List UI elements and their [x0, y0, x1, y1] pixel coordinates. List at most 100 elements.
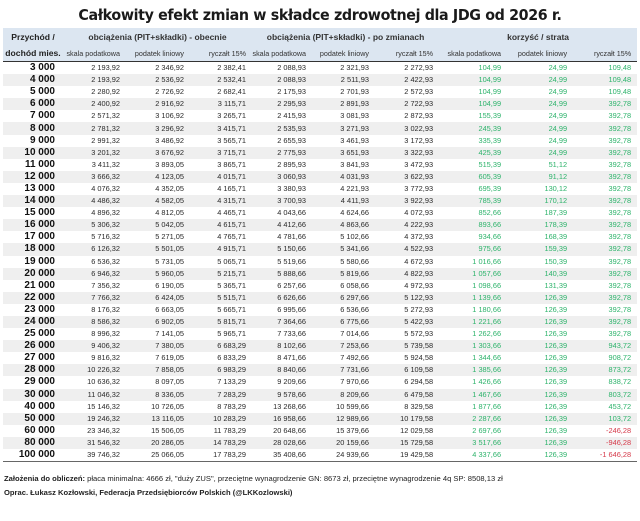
table-row: 29 000 10 636,32 8 097,05 7 133,29 9 209,66 7…: [3, 376, 637, 388]
burden-cell: 4 582,05: [155, 196, 184, 206]
burden-cell: 2 346,92: [155, 63, 184, 73]
income-cell: 16 000: [24, 219, 55, 231]
burden-cell: 7 731,66: [340, 365, 370, 375]
burden-cell: 8 336,05: [155, 389, 184, 399]
gain-loss-cell: 1 877,66: [472, 401, 502, 411]
income-header-line1: Przychód /: [11, 31, 55, 42]
burden-cell: 6 983,29: [217, 365, 247, 375]
burden-cell: 16 958,66: [273, 413, 307, 423]
burden-cell: 6 536,66: [340, 304, 370, 314]
burden-cell: 6 833,29: [217, 353, 247, 363]
burden-cell: 4 411,93: [340, 196, 370, 206]
page-title: Całkowity efekt zmian w składce zdrowotn…: [78, 6, 562, 24]
burden-cell: 7 858,05: [155, 365, 184, 375]
gain-loss-cell: 159,39: [544, 244, 568, 254]
burden-cell: 3 715,71: [217, 147, 247, 157]
gain-loss-cell: 392,78: [608, 220, 632, 230]
burden-cell: 2 511,93: [340, 75, 370, 85]
burden-cell: 5 422,93: [404, 317, 434, 327]
footer: Założenia do obliczeń: płaca minimalna: …: [4, 472, 640, 500]
burden-cell: 19 246,32: [87, 413, 120, 423]
burden-cell: 2 175,93: [277, 87, 307, 97]
burden-cell: 20 648,66: [273, 425, 307, 435]
burden-cell: 39 746,32: [87, 450, 120, 460]
burden-cell: 13 268,66: [273, 401, 307, 411]
burden-cell: 6 297,66: [340, 292, 370, 302]
burden-cell: 7 283,29: [217, 389, 247, 399]
burden-cell: 5 501,05: [155, 244, 184, 254]
burden-cell: 4 465,71: [217, 208, 247, 218]
gain-loss-cell: 852,66: [478, 208, 502, 218]
burden-cell: 6 663,05: [155, 304, 184, 314]
gain-loss-cell: 908,72: [608, 353, 632, 363]
table-row: 80 000 31 546,32 20 286,05 14 783,29 28 028,…: [3, 436, 638, 449]
gain-loss-cell: 1 180,66: [472, 304, 502, 314]
burden-cell: 8 840,66: [277, 365, 307, 375]
header-row-groups: Przychód / obciążenia (PIT+składki) - ob…: [3, 28, 638, 45]
burden-cell: 4 915,71: [217, 244, 247, 254]
gain-loss-cell: 392,78: [608, 123, 632, 133]
group-header-gain-loss: korzyść / strata: [507, 31, 570, 42]
gain-loss-cell: 392,78: [608, 244, 632, 254]
gain-loss-cell: 515,39: [478, 159, 502, 169]
gain-loss-cell: 1 057,66: [472, 268, 502, 278]
burden-cell: 7 619,05: [155, 353, 184, 363]
burden-cell: 11 046,32: [87, 389, 120, 399]
burden-cell: 14 783,29: [213, 437, 247, 447]
burden-cell: 3 060,93: [277, 171, 307, 181]
header-row-subcols: dochód mies. skala podatkowa podatek lin…: [3, 45, 638, 62]
income-cell: 19 000: [24, 255, 55, 267]
burden-cell: 7 133,29: [217, 377, 247, 387]
burden-cell: 3 322,93: [404, 147, 434, 157]
income-cell: 29 000: [24, 376, 55, 388]
table-row: 12 000 3 666,32 4 123,05 4 015,71 3 060,93 4 …: [3, 170, 638, 183]
burden-cell: 6 126,32: [91, 244, 120, 254]
gain-loss-cell: 140,39: [544, 268, 568, 278]
gain-loss-cell: 126,39: [544, 292, 568, 302]
burden-cell: 7 253,66: [340, 341, 370, 351]
gain-loss-cell: 392,78: [608, 111, 632, 121]
assumptions-label: Założenia do obliczeń:: [4, 474, 86, 484]
income-cell: 4 000: [29, 74, 55, 86]
burden-cell: 5 965,71: [217, 329, 247, 339]
gain-loss-cell: 245,39: [478, 123, 502, 133]
burden-cell: 2 781,32: [91, 123, 120, 133]
table-row: 5 000 2 280,92 2 726,92 2 682,41 2 175,93 2 7…: [3, 86, 637, 98]
gain-loss-cell: 392,78: [608, 304, 632, 314]
burden-cell: 8 783,29: [217, 401, 247, 411]
burden-cell: 6 775,66: [340, 317, 370, 327]
gain-loss-cell: 178,39: [544, 220, 568, 230]
gain-loss-cell: 975,66: [478, 244, 502, 254]
burden-cell: 7 364,66: [277, 317, 307, 327]
income-header-line2: dochód mies.: [5, 48, 61, 58]
gain-loss-cell: 126,39: [544, 317, 568, 327]
burden-cell: 3 271,93: [340, 123, 370, 133]
gain-loss-cell: 126,39: [544, 437, 568, 447]
gain-loss-cell: 24,99: [548, 99, 568, 109]
income-cell: 5 000: [29, 86, 55, 98]
gain-loss-cell: 1 303,66: [472, 341, 502, 351]
burden-cell: 3 115,71: [217, 99, 247, 109]
gain-loss-cell: 335,39: [478, 135, 502, 145]
burden-cell: 2 193,92: [91, 75, 120, 85]
subcol-header: skala podatkowa: [447, 48, 502, 58]
burden-cell: 10 283,29: [213, 413, 247, 423]
burden-cell: 9 406,32: [91, 341, 120, 351]
burden-cell: 5 716,32: [91, 232, 120, 242]
subcol-header: ryczałt 15%: [593, 48, 632, 58]
burden-cell: 2 891,93: [340, 99, 370, 109]
gain-loss-cell: 943,72: [608, 341, 632, 351]
income-cell: 80 000: [24, 436, 55, 448]
income-cell: 100 000: [18, 449, 55, 461]
burden-cell: 2 382,41: [217, 63, 247, 73]
income-cell: 60 000: [24, 424, 55, 436]
burden-cell: 4 043,66: [277, 208, 307, 218]
burden-cell: 23 346,32: [87, 425, 120, 435]
burden-cell: 2 415,93: [277, 111, 307, 121]
burden-cell: 12 029,58: [400, 425, 434, 435]
burden-cell: 4 812,05: [155, 208, 184, 218]
gain-loss-cell: 392,78: [608, 329, 632, 339]
gain-loss-cell: 392,78: [608, 268, 632, 278]
gain-loss-cell: 392,78: [608, 292, 632, 302]
burden-cell: 3 022,93: [404, 123, 434, 133]
